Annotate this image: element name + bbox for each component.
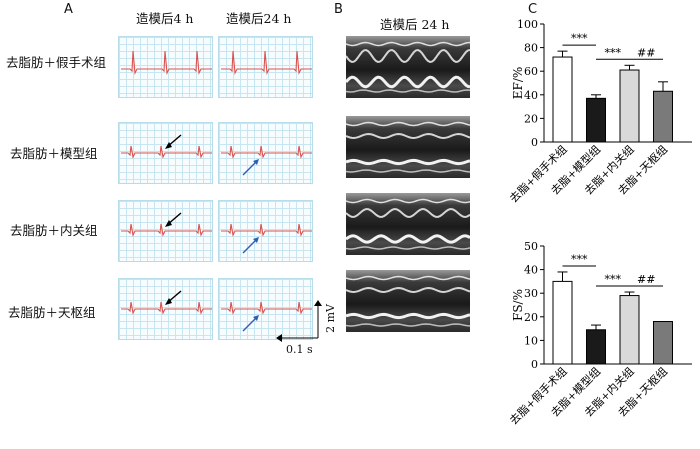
panel-b-letter: B xyxy=(334,2,343,17)
ecg-sham-4h xyxy=(118,36,213,98)
scale-voltage-label: 2 mV xyxy=(324,304,337,333)
blue-arrow xyxy=(242,160,258,176)
ecg-neiguan-24h xyxy=(218,200,313,262)
ecg-neiguan-4h xyxy=(118,200,213,262)
ecg-sham-24h xyxy=(218,36,313,98)
fs-bar xyxy=(586,329,606,365)
ef-y-tick-label: 100 xyxy=(517,18,538,31)
fs-significance-label: ## xyxy=(637,273,655,286)
echo-wall-lower xyxy=(346,158,470,166)
ecg-tianshu-4h xyxy=(118,278,213,340)
ecg-trace xyxy=(121,50,212,75)
fs-y-tick-label: 30 xyxy=(524,287,538,300)
echo-wall-upper xyxy=(346,48,470,64)
echo-tianshu xyxy=(346,270,470,332)
ef-y-label: EF/% xyxy=(511,67,525,100)
ef-bar-chart: 020406080100EF/%去脂+假手术组去脂+模型组去脂+内关组去脂+天枢… xyxy=(507,18,692,205)
echo-wall-lower xyxy=(346,75,470,89)
fs-bar xyxy=(653,321,673,365)
ecg-model-24h xyxy=(218,122,313,184)
blue-arrow-head xyxy=(253,159,259,165)
ef-y-tick-label: 0 xyxy=(531,136,538,149)
row-label-tianshu: 去脂肪＋天枢组 xyxy=(8,305,96,320)
ef-y-tick-label: 60 xyxy=(524,65,538,78)
ecg-trace xyxy=(221,50,312,75)
ef-significance-label: *** xyxy=(605,46,622,59)
blue-arrow-head xyxy=(253,315,259,321)
ef-significance-label: ## xyxy=(637,46,655,59)
echo-band xyxy=(346,169,470,173)
black-arrow-head xyxy=(165,298,172,305)
ecg-trace xyxy=(121,223,212,237)
echo-band xyxy=(346,41,470,47)
fs-y-tick-label: 0 xyxy=(531,358,538,371)
black-arrow-head xyxy=(165,220,172,227)
ef-bar xyxy=(619,69,640,143)
ef-significance-label: *** xyxy=(571,32,588,45)
fs-y-tick-label: 10 xyxy=(524,334,538,347)
fs-bar xyxy=(619,295,640,365)
blue-arrow-head xyxy=(253,237,259,243)
fs-y-label: FS/% xyxy=(511,289,525,321)
echo-wall-lower xyxy=(346,234,470,244)
row-label-model: 去脂肪＋模型组 xyxy=(10,146,98,161)
ef-y-tick-label: 20 xyxy=(524,112,538,125)
header-b: 造模后 24 h xyxy=(380,17,450,32)
echo-band xyxy=(346,89,470,93)
ef-category-label: 去脂+假手术组 xyxy=(507,142,570,205)
blue-arrow xyxy=(242,238,258,254)
ecg-trace xyxy=(221,145,312,159)
ef-y-tick-label: 80 xyxy=(524,42,538,55)
ecg-trace xyxy=(121,301,212,315)
fs-bar-chart: 01020304050FS/%去脂+假手术组去脂+模型组去脂+内关组去脂+天枢组… xyxy=(507,240,692,427)
ecg-model-4h xyxy=(118,122,213,184)
echo-neiguan xyxy=(346,193,470,255)
ecg-trace xyxy=(221,223,312,237)
echo-wall-lower xyxy=(346,312,470,320)
echo-band xyxy=(346,275,470,281)
fs-y-tick-label: 20 xyxy=(524,311,538,324)
header-4h: 造模后4 h xyxy=(136,11,194,26)
echo-band xyxy=(346,121,470,127)
fs-bar xyxy=(552,280,573,365)
ecg-trace xyxy=(121,145,212,159)
black-arrow-head xyxy=(165,142,172,149)
header-24h: 造模后24 h xyxy=(226,11,292,26)
echo-model xyxy=(346,116,470,178)
fs-category-label: 去脂+假手术组 xyxy=(507,364,570,427)
row-label-neiguan: 去脂肪＋内关组 xyxy=(10,223,98,238)
fs-significance-label: *** xyxy=(571,253,588,266)
fs-y-tick-label: 40 xyxy=(524,264,538,277)
ef-bar xyxy=(552,56,573,143)
panel-a-letter: A xyxy=(64,2,73,17)
echo-band xyxy=(346,246,470,250)
fs-significance-label: *** xyxy=(605,273,622,286)
ef-y-tick-label: 40 xyxy=(524,89,538,102)
row-label-sham: 去脂肪＋假手术组 xyxy=(6,55,107,70)
echo-sham xyxy=(346,36,470,98)
echo-band xyxy=(346,198,470,204)
echo-wall-upper xyxy=(346,132,470,140)
ef-bar xyxy=(586,97,606,143)
panel-c-letter: C xyxy=(528,2,538,17)
blue-arrow xyxy=(242,316,258,332)
fs-y-tick-label: 50 xyxy=(524,240,538,253)
scale-time-label: 0.1 s xyxy=(286,343,313,356)
ecg-tianshu-24h xyxy=(218,278,313,340)
ecg-trace xyxy=(221,301,312,315)
echo-band xyxy=(346,323,470,327)
ef-bar xyxy=(653,90,673,143)
echo-wall-upper xyxy=(346,208,470,218)
scale-bar xyxy=(276,300,322,342)
echo-wall-upper xyxy=(346,286,470,294)
